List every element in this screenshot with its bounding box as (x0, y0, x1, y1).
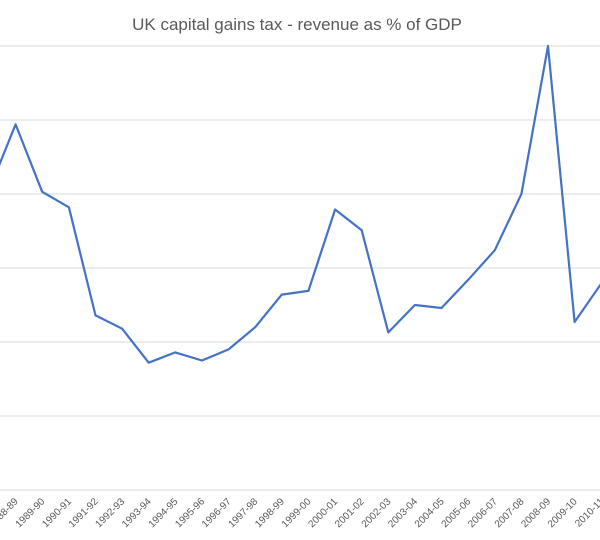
x-axis-tick-labels: 88-891989-901990-911991-921992-931993-94… (0, 496, 600, 530)
series-line-0 (0, 44, 600, 364)
series-layer (0, 44, 600, 364)
chart-title: UK capital gains tax - revenue as % of G… (132, 15, 462, 34)
x-tick-label: 2009-10 (546, 496, 580, 530)
gridlines (0, 45, 600, 491)
x-tick-label: 2010-11 (573, 496, 600, 530)
